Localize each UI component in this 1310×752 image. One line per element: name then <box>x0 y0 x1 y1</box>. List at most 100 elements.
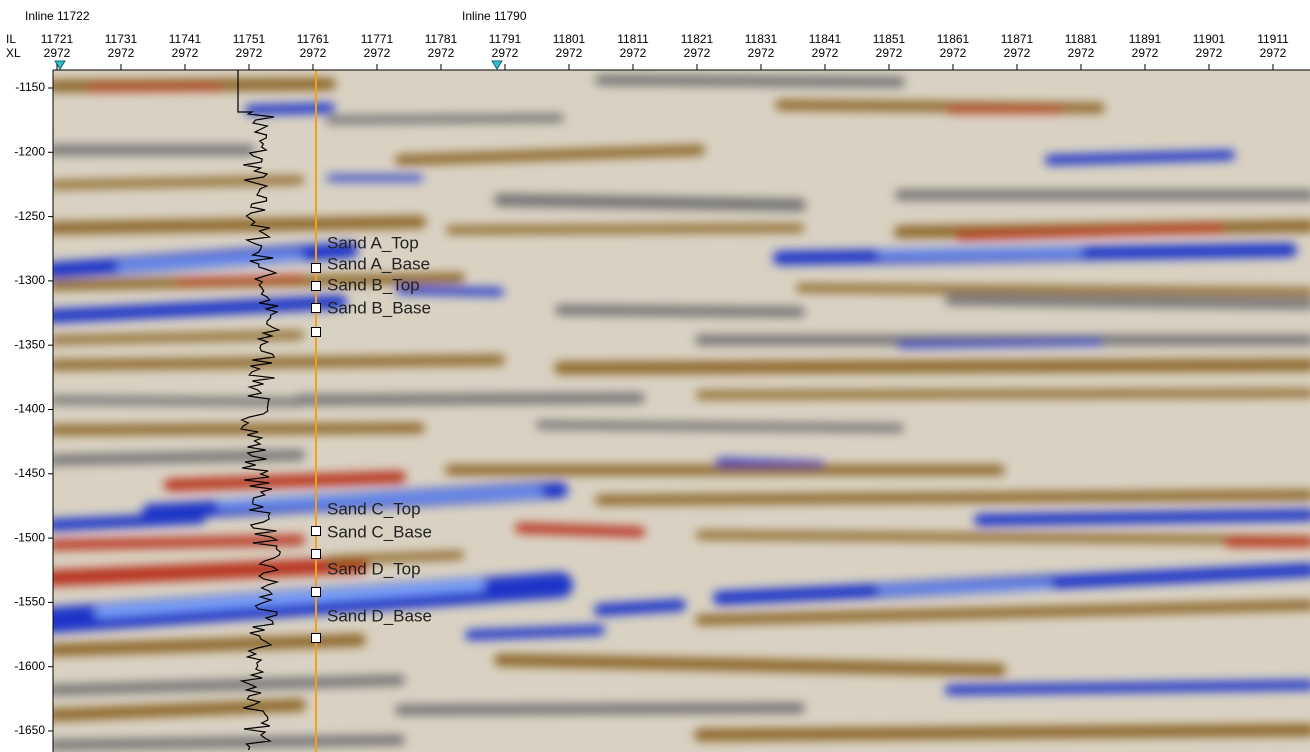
amplitude-band <box>600 495 1310 500</box>
xl-tick-label: 2972 <box>620 46 647 60</box>
il-tick-label: 11831 <box>745 32 778 46</box>
il-tick-label: 11881 <box>1065 32 1098 46</box>
il-label: IL <box>6 32 16 46</box>
amplitude-band <box>560 365 1310 368</box>
il-tick-label: 11771 <box>361 32 394 46</box>
xl-tick-label: 2972 <box>876 46 903 60</box>
amplitude-band <box>53 360 500 365</box>
amplitude-band <box>53 180 300 185</box>
amplitude-band <box>540 425 900 428</box>
il-tick-label: 11841 <box>809 32 842 46</box>
il-tick-label: 11901 <box>1193 32 1226 46</box>
time-tick-label: -1350 <box>14 337 45 351</box>
horizon-label: Sand B_Base <box>327 298 431 317</box>
amplitude-band <box>720 462 820 465</box>
xl-tick-label: 2972 <box>108 46 135 60</box>
time-tick-label: -1650 <box>14 723 45 737</box>
time-tick-label: -1450 <box>14 466 45 480</box>
xl-label: XL <box>6 46 21 60</box>
amplitude-band <box>700 730 1310 735</box>
horizon-marker <box>312 328 321 337</box>
xl-tick-label: 2972 <box>556 46 583 60</box>
horizon-label: Sand B_Top <box>327 275 420 294</box>
il-tick-label: 11781 <box>425 32 458 46</box>
amplitude-band <box>250 108 330 110</box>
xl-tick-label: 2972 <box>1004 46 1031 60</box>
amplitude-band <box>950 300 1310 304</box>
il-tick-label: 11861 <box>937 32 970 46</box>
amplitude-band <box>900 342 1100 345</box>
xl-tick-label: 2972 <box>1260 46 1287 60</box>
amplitude-band <box>53 222 420 228</box>
inline-marker: Inline 11722 <box>25 9 90 23</box>
horizon-marker <box>312 264 321 273</box>
amplitude-band <box>53 400 300 402</box>
horizon-label: Sand D_Base <box>327 606 432 625</box>
xl-tick-label: 2972 <box>1132 46 1159 60</box>
time-tick-label: -1300 <box>14 273 45 287</box>
time-tick-label: -1250 <box>14 209 45 223</box>
xl-tick-label: 2972 <box>812 46 839 60</box>
horizon-label: Sand A_Top <box>327 233 419 252</box>
amplitude-band <box>90 87 220 88</box>
amplitude-band <box>980 515 1310 520</box>
horizon-marker <box>312 304 321 313</box>
amplitude-band <box>600 80 900 82</box>
il-tick-label: 11801 <box>553 32 586 46</box>
amplitude-band <box>170 477 400 485</box>
amplitude-band <box>300 398 640 400</box>
xl-tick-label: 2972 <box>364 46 391 60</box>
amplitude-band <box>500 200 800 205</box>
horizon-marker <box>312 527 321 536</box>
amplitude-band <box>800 288 1310 292</box>
xl-tick-label: 2972 <box>940 46 967 60</box>
amplitude-band <box>330 118 560 120</box>
xl-tick-label: 2972 <box>44 46 71 60</box>
il-tick-label: 11741 <box>169 32 202 46</box>
amplitude-band <box>470 630 600 635</box>
amplitude-band <box>600 605 680 610</box>
il-tick-label: 11891 <box>1129 32 1162 46</box>
horizon-label: Sand D_Top <box>327 559 421 578</box>
amplitude-band <box>1050 155 1230 160</box>
xl-tick-label: 2972 <box>1068 46 1095 60</box>
amplitude-band <box>520 528 640 532</box>
time-tick-label: -1500 <box>14 530 45 544</box>
il-tick-label: 11791 <box>489 32 522 46</box>
amplitude-band <box>700 535 1310 540</box>
il-tick-label: 11911 <box>1257 32 1289 46</box>
time-tick-label: -1400 <box>14 402 45 416</box>
time-tick-label: -1550 <box>14 595 45 609</box>
time-tick-label: -1600 <box>14 659 45 673</box>
xl-tick-label: 2972 <box>1196 46 1223 60</box>
amplitude-band <box>53 518 200 525</box>
il-tick-label: 11821 <box>681 32 714 46</box>
il-tick-label: 11721 <box>41 32 74 46</box>
inline-marker: Inline 11790 <box>462 9 527 23</box>
seismic-view: IL XL Inline 11722 Inline 11790 11721297… <box>0 0 1310 752</box>
amplitude-band <box>53 740 400 745</box>
xl-tick-label: 2972 <box>300 46 327 60</box>
time-tick-label: -1150 <box>15 80 45 94</box>
il-tick-label: 11851 <box>873 32 906 46</box>
seismic-section <box>53 70 1310 752</box>
amplitude-band <box>880 252 1080 254</box>
horizon-label: Sand C_Base <box>327 522 432 541</box>
xl-tick-label: 2972 <box>428 46 455 60</box>
amplitude-band <box>950 685 1310 690</box>
horizon-marker <box>312 550 321 559</box>
il-tick-label: 11871 <box>1001 32 1034 46</box>
horizon-label: Sand A_Base <box>327 254 430 273</box>
time-tick-label: -1200 <box>14 144 45 158</box>
xl-tick-label: 2972 <box>748 46 775 60</box>
horizon-marker <box>312 588 321 597</box>
amplitude-band <box>400 708 800 710</box>
amplitude-band <box>700 393 1310 395</box>
il-tick-label: 11751 <box>233 32 266 46</box>
il-tick-label: 11731 <box>105 32 138 46</box>
horizon-label: Sand C_Top <box>327 499 421 518</box>
xl-tick-label: 2972 <box>492 46 519 60</box>
il-tick-label: 11811 <box>617 32 649 46</box>
xl-tick-label: 2972 <box>172 46 199 60</box>
xl-tick-label: 2972 <box>236 46 263 60</box>
